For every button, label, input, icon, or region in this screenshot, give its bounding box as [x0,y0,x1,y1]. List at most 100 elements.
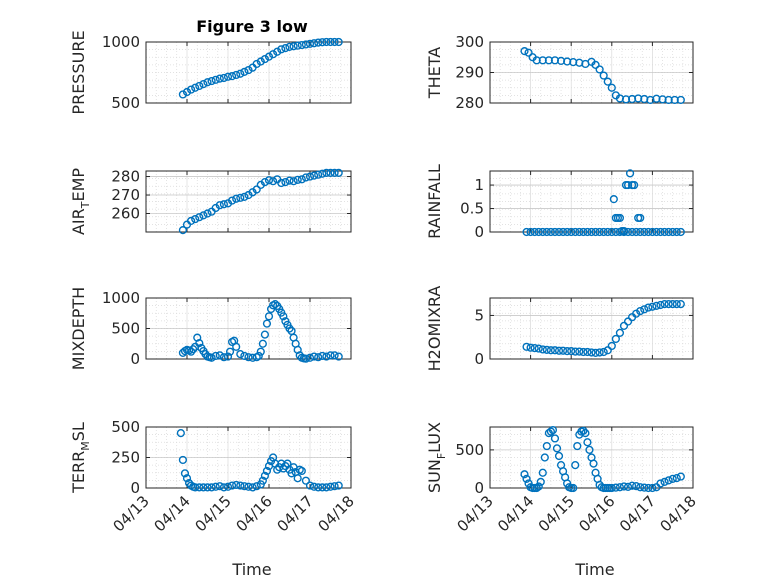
data-point [195,213,204,222]
data-point [310,171,319,180]
data-point [305,353,315,362]
data-point [587,348,596,357]
data-point [322,483,331,492]
data-point [599,71,608,80]
data-point [262,319,272,328]
data-point [178,226,188,235]
data-point [670,95,679,105]
data-point [530,227,539,237]
data-point [191,483,200,492]
data-point [526,227,535,237]
axes-box [489,297,694,360]
data-point [652,301,661,310]
data-point [314,353,323,362]
data-point [558,346,568,355]
data-point [595,227,604,237]
x-tick-label: 04/15 [192,492,235,535]
x-tick-label: 04/15 [535,492,578,535]
data-point [554,451,564,461]
data-point [644,303,653,312]
data-point [232,194,241,203]
data-point [526,343,535,352]
data-point [258,476,267,485]
data-point [668,300,677,309]
data-point [668,227,677,237]
data-point [244,353,253,362]
data-point [636,213,645,223]
data-point [589,459,598,468]
data-point [301,476,311,485]
data-point [625,169,635,178]
data-point [293,41,302,50]
data-point [285,324,294,333]
data-point [664,476,673,485]
data-point [630,180,639,190]
y-tick-label: 0 [130,350,140,368]
data-point [223,72,233,81]
data-point [236,69,245,78]
data-point [281,43,290,53]
data-point [187,216,196,226]
x-tick-label: 04/18 [657,492,700,535]
data-point [219,200,229,209]
data-point [211,351,220,361]
data-point [619,482,629,491]
data-point [534,227,543,237]
data-point [619,321,629,330]
data-point [334,352,343,361]
data-point [269,50,278,59]
data-point [180,469,190,478]
data-point [285,176,294,185]
y-tick-label: 290 [455,64,484,82]
data-point [305,39,315,48]
figure-title: Figure 3 low [196,17,308,36]
data-point [334,481,343,490]
data-point [219,353,229,362]
data-point [326,37,335,47]
data-point [260,471,270,480]
data-point [542,441,551,451]
data-point [623,180,633,190]
data-point [244,65,253,75]
data-point [595,348,604,357]
y-axis-label: THETA [425,47,444,99]
data-point [522,342,531,351]
y-tick-label: 250 [111,449,140,467]
data-point [636,483,645,492]
y-axis-label: AIRTEMP [69,168,92,235]
data-point [277,45,286,54]
data-point [223,352,233,361]
data-point [252,482,261,491]
data-point [215,351,224,360]
data-point [236,193,245,202]
data-point [207,483,216,492]
data-point [236,481,245,490]
data-point [534,482,543,491]
data-point [579,227,588,237]
data-point [273,47,282,56]
data-point [305,481,315,490]
data-point [260,54,270,64]
data-point [281,177,290,187]
y-tick-label: 5 [474,306,484,324]
data-point [334,37,343,47]
data-point [640,227,649,237]
data-point [542,227,551,237]
data-point [640,305,649,314]
data-point [195,81,204,91]
data-point [656,479,665,488]
data-point [615,213,625,223]
data-point [279,312,288,321]
data-point [660,477,669,487]
data-point [611,483,620,492]
data-point [660,227,669,237]
data-point [544,56,553,65]
data-point [579,347,588,357]
data-point [672,473,681,483]
data-point [660,300,669,309]
data-point [664,300,673,309]
y-tick-label: 270 [111,186,140,204]
x-tick-label: 04/13 [110,492,153,535]
data-point [607,341,616,351]
